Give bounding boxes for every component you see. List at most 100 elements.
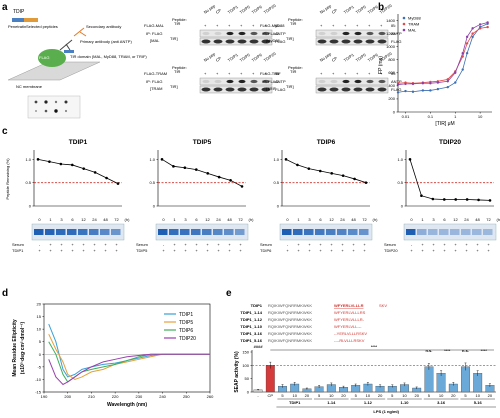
variant-name: TDIP1_1-12 bbox=[240, 317, 262, 322]
category-label: 10 bbox=[402, 393, 407, 398]
peptide-sign: + bbox=[465, 248, 468, 253]
ip-target-sup: TIR] bbox=[170, 84, 178, 89]
antp-band bbox=[342, 79, 350, 84]
x-tick-label: 10 bbox=[478, 114, 483, 119]
variant-name: TDIP1_5-16 bbox=[240, 338, 262, 343]
y-tick-label: 0 bbox=[393, 109, 396, 114]
sequence-penetratin: RQIKIWFQNRRMKWKK bbox=[268, 338, 312, 343]
lane-header: TDIP1 bbox=[227, 4, 240, 15]
sequence-tdip: WFYERLVLLLR- bbox=[334, 317, 365, 322]
chart-d-frame bbox=[43, 303, 211, 393]
chart-b: 0 200 400 600 800 1000 1200 1400 0.01 0.1 1 10 [TIR]… bbox=[378, 14, 492, 127]
lane-header: TDIP5 bbox=[239, 52, 252, 63]
group-label: 1-12 bbox=[364, 400, 373, 405]
gel-band bbox=[348, 229, 358, 235]
lane-label: 12 bbox=[81, 217, 86, 222]
flag-band bbox=[237, 39, 247, 44]
panel-label-c: c bbox=[2, 126, 8, 137]
data-point bbox=[488, 199, 492, 202]
chart-c-title: TDIP1 bbox=[69, 139, 88, 146]
category-label: 10 bbox=[439, 393, 444, 398]
significance-label: **** bbox=[371, 344, 378, 349]
blot-dot bbox=[64, 100, 68, 104]
legend-label: MyD88 bbox=[408, 16, 421, 21]
y-tick-label: 15 bbox=[37, 314, 42, 319]
data-point bbox=[404, 89, 407, 93]
y-axis-title-units: (x10³·deg·cm²·dmol⁻¹) bbox=[20, 321, 26, 374]
lane-label: 72 bbox=[362, 217, 367, 222]
y-tick-label: 800 bbox=[388, 57, 395, 62]
data-point bbox=[471, 27, 474, 30]
data-point bbox=[436, 87, 440, 91]
antp-band bbox=[366, 31, 374, 36]
data-point bbox=[36, 158, 40, 161]
category-label: 20 bbox=[414, 393, 419, 398]
data-point bbox=[431, 197, 435, 201]
lane-label: (h) bbox=[249, 217, 255, 222]
penetratin-label: Penetratin bbox=[8, 24, 26, 29]
plus-sign: + bbox=[216, 23, 219, 28]
data-point bbox=[70, 163, 74, 167]
data-point bbox=[454, 71, 457, 75]
lane-label: 12 bbox=[453, 217, 458, 222]
chart-c-TDIP20: TDIP2000.51.0013612244872(h)Serum-++++++… bbox=[384, 139, 500, 253]
category-label: 5 bbox=[355, 393, 358, 398]
gel-band bbox=[89, 229, 99, 235]
gel-band bbox=[359, 229, 369, 235]
plus-sign: + bbox=[204, 23, 207, 28]
data-point bbox=[116, 182, 120, 185]
flag-band bbox=[341, 87, 351, 92]
tdip-label: TDIP bbox=[13, 9, 25, 15]
data-point bbox=[442, 198, 446, 201]
lane-header: TDIP6 bbox=[367, 52, 380, 63]
serum-sign: + bbox=[476, 242, 479, 247]
sequence-penetratin: RQIKIWFQNRRMKWKK bbox=[268, 303, 312, 308]
ip-label: IP: FLAG bbox=[262, 79, 278, 84]
plus-sign: + bbox=[264, 23, 267, 28]
y-tick-label: 1400 bbox=[386, 18, 396, 23]
ip-target-sup: TIR] bbox=[286, 84, 294, 89]
flag-band bbox=[365, 39, 375, 44]
data-point bbox=[59, 162, 63, 166]
ip-label: IP: FLAG bbox=[262, 31, 278, 36]
flag-band bbox=[237, 87, 247, 92]
antp-blot bbox=[199, 29, 273, 38]
blot-dot bbox=[44, 100, 48, 104]
sequence-penetratin: RQIKIWFQNRRMKWKK bbox=[268, 331, 312, 336]
y-axis-title: Mean Residue Ellipticity bbox=[12, 319, 18, 376]
peptide-sign: + bbox=[60, 248, 63, 253]
data-point bbox=[307, 167, 311, 170]
data-point bbox=[353, 177, 356, 181]
variant-name: TDIP1_1-14 bbox=[240, 310, 262, 315]
lane-header: TDIP5 bbox=[355, 52, 368, 63]
peptide-sign: + bbox=[487, 248, 490, 253]
row-label-flag: FLAG bbox=[275, 87, 285, 92]
gel-band bbox=[67, 229, 77, 235]
peptide-sign: + bbox=[173, 248, 176, 253]
gel-band bbox=[293, 229, 303, 235]
lane-header: No pep bbox=[203, 51, 217, 63]
construct-label: FLAG-TRAM bbox=[144, 71, 167, 76]
ip-label: IP: FLAG bbox=[146, 31, 162, 36]
data-point bbox=[429, 89, 432, 92]
bar bbox=[436, 373, 446, 393]
lane-label: 24 bbox=[340, 217, 345, 222]
blot-dot bbox=[54, 100, 58, 104]
ip-target-label: [TRIF bbox=[266, 86, 277, 91]
gel-band bbox=[213, 229, 223, 235]
antp-blot bbox=[315, 29, 389, 38]
ip-target-sup: TIR] bbox=[286, 36, 294, 41]
variant-name: TDIP1_1-10 bbox=[240, 324, 262, 329]
plus-sign: + bbox=[320, 71, 323, 76]
series-line bbox=[161, 158, 243, 187]
peptide-row-label: TDIP20 bbox=[384, 248, 398, 253]
chart-c-title: TDIP6 bbox=[317, 139, 336, 146]
data-point bbox=[446, 80, 449, 83]
serum-sign: + bbox=[206, 242, 209, 247]
blot-dot bbox=[54, 109, 58, 113]
x-tick-label: 230 bbox=[136, 394, 143, 399]
antp-band bbox=[378, 31, 386, 36]
category-label: 10 bbox=[475, 393, 480, 398]
serum-sign: + bbox=[239, 242, 242, 247]
data-point bbox=[240, 185, 244, 188]
